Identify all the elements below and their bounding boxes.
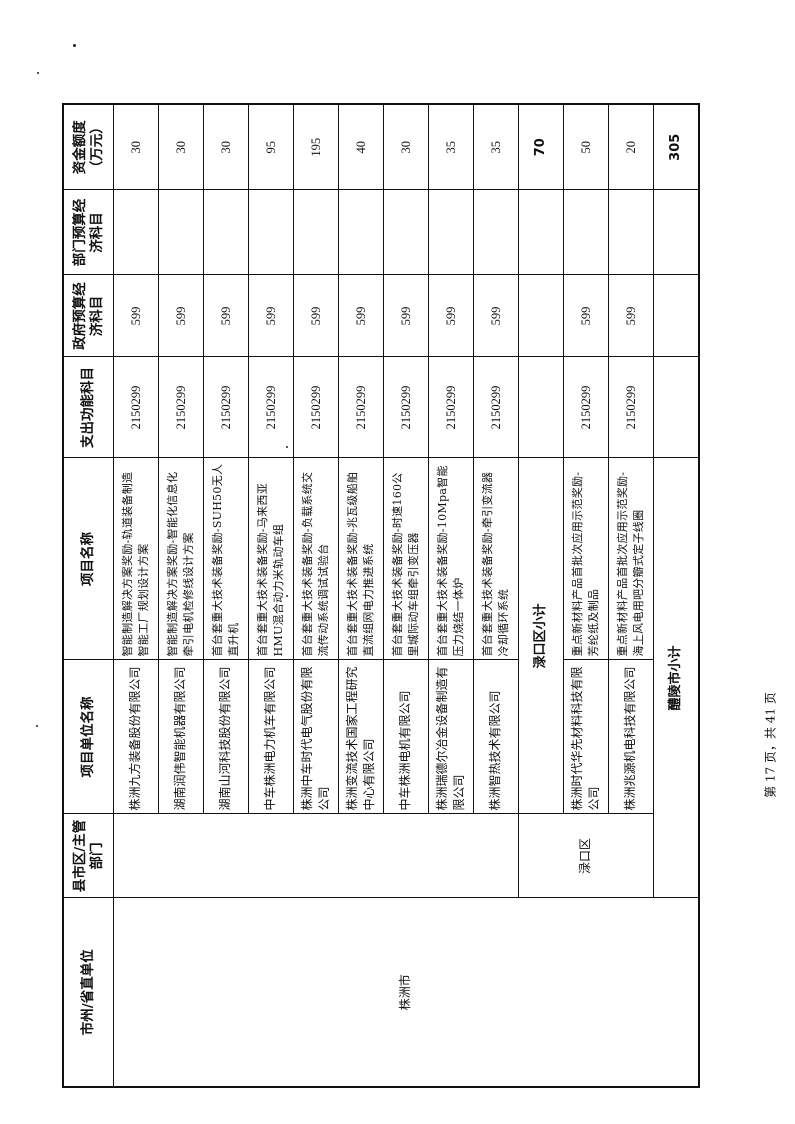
dept-code [608, 190, 654, 275]
county-cell: 渌口区 [518, 814, 654, 898]
dept-code [563, 190, 609, 275]
project-name: 首台套重大技术装备奖励-马来西亚HMU混合动力米轨动车组 [248, 458, 294, 660]
func-code: 2150299 [203, 357, 249, 458]
scan-speck [286, 595, 288, 597]
gov-code: 599 [158, 275, 204, 357]
dept-code [473, 190, 519, 275]
func-code: 2150299 [338, 357, 384, 458]
project-name: 首台套重大技术装备奖励-10Mpa智能压力烧结一体炉 [428, 458, 474, 660]
page-number: 第 17 页，共 41 页 [763, 692, 778, 798]
county-cell [113, 814, 519, 898]
gov-code: 599 [428, 275, 474, 357]
header-row: 市州/省直单位 县市区/主管部门 项目单位名称 项目名称 支出功能科目 政府预算… [63, 104, 114, 1087]
amount: 195 [293, 104, 339, 190]
dept-code [203, 190, 249, 275]
unit-name: 株洲时代华先材料科技有限公司 [563, 660, 609, 814]
func-code: 2150299 [473, 357, 519, 458]
amount: 30 [113, 104, 159, 190]
project-name: 首台套重大技术装备奖励-兆瓦级船舶直流组网电力推进系统 [338, 458, 384, 660]
amount: 20 [608, 104, 654, 190]
amount: 30 [383, 104, 429, 190]
amount: 50 [563, 104, 609, 190]
scan-speck [286, 446, 288, 448]
amount: 40 [338, 104, 384, 190]
table-body: 株洲市 株洲九方装备股份有限公司 智能制造解决方案奖励-轨道装备制造智能工厂规划设计… [113, 104, 699, 1087]
gov-code: 599 [293, 275, 339, 357]
unit-name: 中车株洲电机有限公司 [383, 660, 429, 814]
gov-code: 599 [248, 275, 294, 357]
project-name: 重点新材料产品首批次应用示范奖励-海上风电用吧分瓣式定子线圈 [608, 458, 654, 660]
amount: 30 [203, 104, 249, 190]
subtotal-amount: 70 [518, 104, 564, 190]
gov-code: 599 [473, 275, 519, 357]
func-code: 2150299 [428, 357, 474, 458]
unit-name: 株洲九方装备股份有限公司 [113, 660, 159, 814]
func-code: 2150299 [293, 357, 339, 458]
amount: 30 [158, 104, 204, 190]
header-city: 市州/省直单位 [63, 898, 114, 1087]
amount: 35 [473, 104, 519, 190]
scan-speck [37, 72, 39, 74]
project-name: 首台套重大技术装备奖励-负载系统交流传动系统调试试验台 [293, 458, 339, 660]
city-cell: 株洲市 [113, 898, 699, 1087]
table-row: 株洲市 株洲九方装备股份有限公司 智能制造解决方案奖励-轨道装备制造智能工厂规划设计… [113, 104, 699, 1087]
gov-code [518, 275, 564, 357]
header-dept: 部门预算经济科目 [63, 190, 114, 275]
func-code: 2150299 [608, 357, 654, 458]
header-amount: 资金额度（万元） [63, 104, 114, 190]
scan-speck [36, 725, 38, 727]
dept-code [248, 190, 294, 275]
dept-code [338, 190, 384, 275]
unit-name: 株洲中车时代电气股份有限公司 [293, 660, 339, 814]
unit-name: 株洲兆源机电科技有限公司 [608, 660, 654, 814]
dept-code [158, 190, 204, 275]
func-code: 2150299 [383, 357, 429, 458]
unit-name: 株洲智热技术有限公司 [473, 660, 519, 814]
scan-speck [73, 44, 76, 47]
func-code: 2150299 [158, 357, 204, 458]
header-county: 县市区/主管部门 [63, 814, 114, 898]
project-name: 首台套重大技术装备奖励-时速160公里城际动车组牵引变压器 [383, 458, 429, 660]
amount: 95 [248, 104, 294, 190]
header-func: 支出功能科目 [63, 357, 114, 458]
amount: 35 [428, 104, 474, 190]
header-project: 项目名称 [63, 458, 114, 660]
total-amount: 305 [653, 104, 699, 190]
gov-code: 599 [113, 275, 159, 357]
gov-code [653, 275, 699, 357]
dept-code [518, 190, 564, 275]
unit-name: 株洲变流技术国家工程研究中心有限公司 [338, 660, 384, 814]
func-code: 2150299 [563, 357, 609, 458]
gov-code: 599 [608, 275, 654, 357]
project-name: 首台套重大技术装备奖励-牵引变流器冷却循环系统 [473, 458, 519, 660]
gov-code: 599 [383, 275, 429, 357]
unit-name: 湖南润伟智能机器有限公司 [158, 660, 204, 814]
rotated-page: 市州/省直单位 县市区/主管部门 项目单位名称 项目名称 支出功能科目 政府预算… [62, 103, 703, 1088]
dept-code [113, 190, 159, 275]
project-name: 智能制造解决方案奖励-轨道装备制造智能工厂规划设计方案 [113, 458, 159, 660]
func-code [518, 357, 564, 458]
header-unit: 项目单位名称 [63, 660, 114, 814]
project-name: 重点新材料产品首批次应用示范奖励-芳纶纸及制品 [563, 458, 609, 660]
project-name: 首台套重大技术装备奖励-SUH50无人直升机 [203, 458, 249, 660]
func-code: 2150299 [113, 357, 159, 458]
unit-name: 株洲瑞德尔冶金设备制造有限公司 [428, 660, 474, 814]
gov-code: 599 [338, 275, 384, 357]
gov-code: 599 [563, 275, 609, 357]
unit-name: 湖南山河科技股份有限公司 [203, 660, 249, 814]
dept-code [428, 190, 474, 275]
gov-code: 599 [203, 275, 249, 357]
project-name: 智能制造解决方案奖励-智能化信息化牵引电机检修线设计方案 [158, 458, 204, 660]
dept-code [293, 190, 339, 275]
unit-name: 中车株洲电力机车有限公司 [248, 660, 294, 814]
subtotal-label: 渌口区小计 [518, 458, 564, 814]
func-code [653, 357, 699, 458]
dept-code [383, 190, 429, 275]
header-gov: 政府预算经济科目 [63, 275, 114, 357]
funding-table: 市州/省直单位 县市区/主管部门 项目单位名称 项目名称 支出功能科目 政府预算… [62, 103, 700, 1088]
total-label: 醴陵市小计 [653, 458, 699, 898]
func-code: 2150299 [248, 357, 294, 458]
dept-code [653, 190, 699, 275]
